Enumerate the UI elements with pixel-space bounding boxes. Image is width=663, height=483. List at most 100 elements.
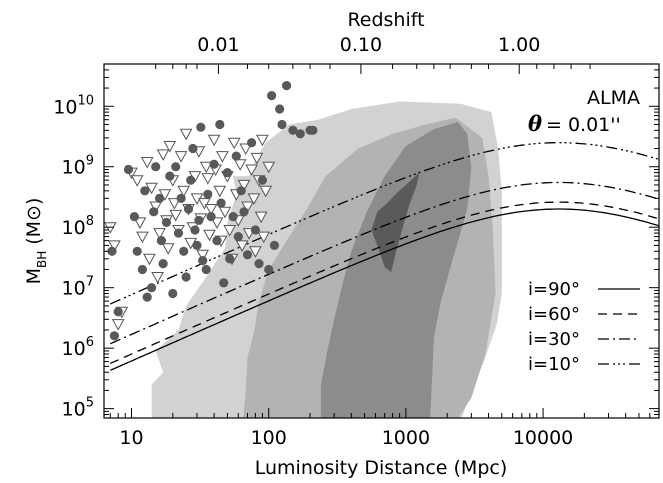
open-triangle-point xyxy=(213,185,227,198)
open-triangle-point xyxy=(174,151,188,163)
filled-circle-point xyxy=(129,212,139,222)
tick-labels: 10 100 1000 10000 105 106 107 108 109 1010 0.01 0.1… xyxy=(53,34,573,449)
filled-circle-point xyxy=(231,151,241,161)
filled-circle-point xyxy=(165,171,175,181)
annotation-theta-symbol: θ xyxy=(528,111,542,136)
top-tick-label: 0.01 xyxy=(197,34,239,56)
x-tick-label: 1000 xyxy=(382,427,430,449)
open-triangle-point xyxy=(216,151,229,163)
legend-label: i=10° xyxy=(528,354,580,375)
open-triangle-point xyxy=(149,201,163,214)
filled-circle-point xyxy=(171,162,181,172)
open-triangle-point xyxy=(145,182,158,195)
filled-circle-point xyxy=(308,125,318,135)
filled-circle-point xyxy=(147,283,157,293)
filled-circle-point xyxy=(183,204,194,214)
y-tick-label: 105 xyxy=(62,396,94,421)
filled-circle-point xyxy=(206,212,216,222)
open-triangle-point xyxy=(151,272,164,284)
filled-circle-point xyxy=(137,264,147,275)
y-tick-label: 108 xyxy=(62,214,94,239)
curve-series-3 xyxy=(110,181,659,345)
annotation-instrument: ALMA xyxy=(587,87,640,109)
annotation-theta-value: = 0.01'' xyxy=(546,114,621,136)
open-triangle-point xyxy=(262,161,276,174)
open-triangle-point xyxy=(163,141,177,153)
legend-label: i=30° xyxy=(528,329,580,350)
open-triangle-point xyxy=(237,179,251,192)
filled-circle-point xyxy=(173,228,184,238)
filled-circle-point xyxy=(140,186,150,196)
curve-series-1 xyxy=(110,208,659,371)
open-triangle-point xyxy=(249,246,262,258)
x-tick-label: 10 xyxy=(119,427,143,449)
filled-circle-point xyxy=(228,212,238,222)
open-triangle-point xyxy=(204,204,218,216)
open-triangle-point xyxy=(233,159,247,171)
filled-circle-point xyxy=(267,91,277,101)
open-triangle-point xyxy=(179,128,193,141)
filled-circle-point xyxy=(194,215,204,225)
open-triangle-point xyxy=(223,225,237,237)
filled-circle-point xyxy=(239,207,249,217)
open-triangle-point xyxy=(245,164,258,177)
filled-circle-point xyxy=(295,129,305,139)
filled-circle-point xyxy=(132,246,142,256)
filled-circle-point xyxy=(123,164,134,175)
y-tick-label: 1010 xyxy=(53,93,94,118)
contour-core xyxy=(371,172,420,273)
open-triangle-point xyxy=(203,229,216,242)
y-axis-title-sub: BH xyxy=(35,251,49,268)
filled-circle-point xyxy=(225,254,235,264)
legend-label: i=90° xyxy=(528,279,580,300)
open-triangle-point xyxy=(143,253,156,266)
legend-label: i=60° xyxy=(528,304,580,325)
filled-circle-point xyxy=(257,175,267,185)
top-tick-label: 0.10 xyxy=(340,34,382,56)
filled-circle-point xyxy=(242,250,253,260)
filled-circle-point xyxy=(190,225,200,235)
x-axis-title: Luminosity Distance (Mpc) xyxy=(255,457,508,479)
filled-circle-point xyxy=(151,162,161,172)
open-triangle-point xyxy=(198,198,211,210)
open-triangle-point xyxy=(207,134,221,147)
filled-circle-point xyxy=(288,125,298,135)
open-triangle-point xyxy=(133,217,147,229)
filled-circle-point xyxy=(176,193,186,203)
filled-circle-point xyxy=(154,193,165,203)
x-tick-label: 100 xyxy=(251,427,287,449)
filled-circle-point xyxy=(282,81,292,91)
open-triangle-point xyxy=(199,161,213,174)
y-axis-title: MBH (M⊙) xyxy=(23,198,49,285)
open-triangle-point xyxy=(140,157,154,169)
filled-circle-point xyxy=(168,288,178,299)
filled-circle-point xyxy=(250,225,260,235)
filled-circle-point xyxy=(215,119,225,130)
filled-circle-point xyxy=(107,246,117,256)
curve-series-2 xyxy=(110,201,659,364)
filled-circle-point xyxy=(156,236,166,246)
y-tick-label: 106 xyxy=(62,335,94,360)
filled-circle-point xyxy=(254,259,264,269)
y-tick-label: 109 xyxy=(62,154,94,179)
legend: i=90° i=60° i=30° i=10° xyxy=(528,279,640,375)
filled-circle-point xyxy=(186,175,196,185)
open-triangle-point xyxy=(201,173,215,185)
open-triangle-point xyxy=(227,137,241,150)
open-triangle-point xyxy=(153,228,166,240)
open-triangle-point xyxy=(111,319,125,331)
filled-circle-point xyxy=(203,189,213,199)
x-tick-label: 10000 xyxy=(513,427,573,449)
filled-circle-point xyxy=(142,292,152,302)
filled-circle-point xyxy=(158,259,168,269)
open-triangle-point xyxy=(196,249,210,262)
filled-circle-point xyxy=(233,232,243,242)
filled-circle-point xyxy=(277,119,287,130)
open-triangle-point xyxy=(218,206,232,219)
filled-circle-point xyxy=(247,138,257,148)
axis-ticks xyxy=(104,63,660,419)
open-triangle-point xyxy=(254,211,268,224)
filled-circle-point xyxy=(264,264,274,275)
filled-circle-point xyxy=(236,186,246,196)
filled-circle-point xyxy=(188,143,198,154)
